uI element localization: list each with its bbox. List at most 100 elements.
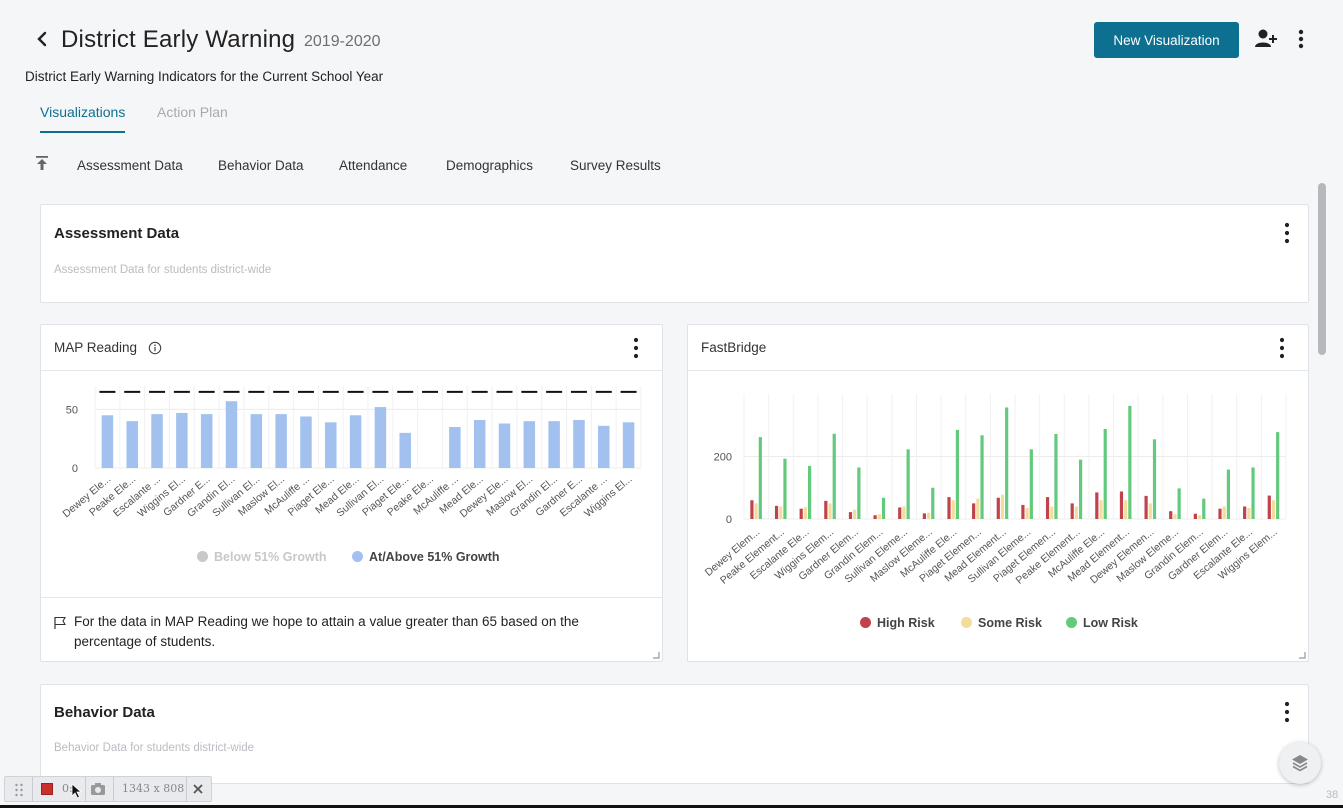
bar [473,419,486,468]
camera-icon[interactable] [90,782,106,796]
subnav-survey-results[interactable]: Survey Results [570,158,661,173]
assessment-section-card: Assessment Data Assessment Data for stud… [40,204,1309,303]
section-title: Assessment Data [54,225,180,242]
fastbridge-panel: FastBridge 0 200 Dewey Elem... Peake Elemen… [687,324,1309,662]
legend-dot-yellow [961,617,972,628]
section-more-icon[interactable] [1280,222,1294,244]
bar [1078,459,1083,519]
bar [972,503,976,519]
bar [101,415,114,468]
section-description: Assessment Data for students district-wi… [54,264,272,276]
section-more-icon[interactable] [1280,701,1294,723]
goal-statement: For the data in MAP Reading we hope to a… [41,597,662,663]
legend-below-growth[interactable]: Below 51% Growth [197,550,327,564]
bar [779,506,783,519]
section-title: Behavior Data [54,704,155,721]
bar [399,432,411,468]
info-icon[interactable] [148,341,162,355]
bar [857,467,861,519]
legend-high-risk[interactable]: High Risk [860,616,935,630]
bar [1029,449,1033,519]
legend-some-risk[interactable]: Some Risk [961,616,1042,630]
school-year: 2019-2020 [304,33,381,50]
legend-above-growth[interactable]: At/Above 51% Growth [352,550,500,564]
subnav-behavior-data[interactable]: Behavior Data [218,158,304,173]
panel-more-icon[interactable] [1275,337,1289,359]
stop-record-button[interactable] [41,783,53,795]
scroll-to-top-icon[interactable] [34,155,50,171]
bar [754,503,758,519]
new-visualization-button[interactable]: New Visualization [1094,22,1239,58]
bar [1054,434,1058,519]
bar [976,498,980,519]
more-options-icon[interactable] [1291,28,1311,52]
subnav-assessment-data[interactable]: Assessment Data [77,158,183,173]
bar [598,425,610,468]
bar [1124,500,1128,519]
layers-button[interactable] [1279,742,1321,784]
subnav-demographics[interactable]: Demographics [446,158,534,173]
resize-handle-icon[interactable] [1299,652,1306,659]
bar [906,449,910,519]
back-arrow-icon[interactable] [32,26,52,52]
corner-number: 38 [1326,789,1339,801]
bar [877,514,881,519]
bar [1251,467,1255,519]
bar [774,505,779,519]
legend-label: Low Risk [1083,616,1138,630]
record-time: 0: [62,782,73,795]
y-tick-label: 50 [66,404,78,416]
bar [449,427,461,468]
y-tick-label: 0 [726,514,732,526]
bar [947,497,951,519]
drag-handle-icon[interactable] [14,783,24,797]
panel-title: FastBridge [701,340,767,355]
bar [926,512,931,519]
panel-header: MAP Reading [41,325,662,371]
recording-toolbar: 0: 1343 x 808 [4,776,212,802]
bar [1197,515,1202,519]
close-icon[interactable] [193,784,203,794]
bar [824,500,828,519]
panel-more-icon[interactable] [629,337,643,359]
bar [622,422,635,468]
capture-size: 1343 x 808 [122,782,185,795]
bar [803,507,807,519]
bar [1128,405,1132,519]
subnav-attendance[interactable]: Attendance [339,158,408,173]
bar [1103,429,1107,519]
bar [922,513,926,519]
bar [1173,514,1177,519]
bar [1099,500,1103,519]
page-scrollbar[interactable] [1318,183,1326,355]
bar [951,500,955,519]
bar [151,414,163,468]
bar [126,421,138,468]
bar [848,512,853,519]
bar [955,429,960,519]
page-title: District Early Warning [61,26,296,53]
bar [498,423,511,468]
tab-action-plan[interactable]: Action Plan [157,104,228,120]
bar [1177,488,1181,519]
bar [1119,491,1124,519]
add-user-icon[interactable] [1254,28,1278,50]
tab-visualizations[interactable]: Visualizations [40,104,126,133]
bar [873,515,877,519]
bar [1045,497,1050,519]
bar [374,407,387,468]
bar [996,497,1000,519]
bar [1152,439,1157,519]
page-subtitle: District Early Warning Indicators for th… [25,69,384,84]
resize-handle-icon[interactable] [653,652,660,659]
legend-low-risk[interactable]: Low Risk [1066,616,1138,630]
bar [1025,508,1029,519]
flag-icon [54,616,66,629]
bar [898,507,902,519]
bottom-border [0,805,1343,808]
behavior-section-card: Behavior Data Behavior Data for students… [40,684,1309,784]
legend-label: Below 51% Growth [214,550,327,564]
legend-dot-blue [352,551,363,562]
bar [573,419,585,468]
